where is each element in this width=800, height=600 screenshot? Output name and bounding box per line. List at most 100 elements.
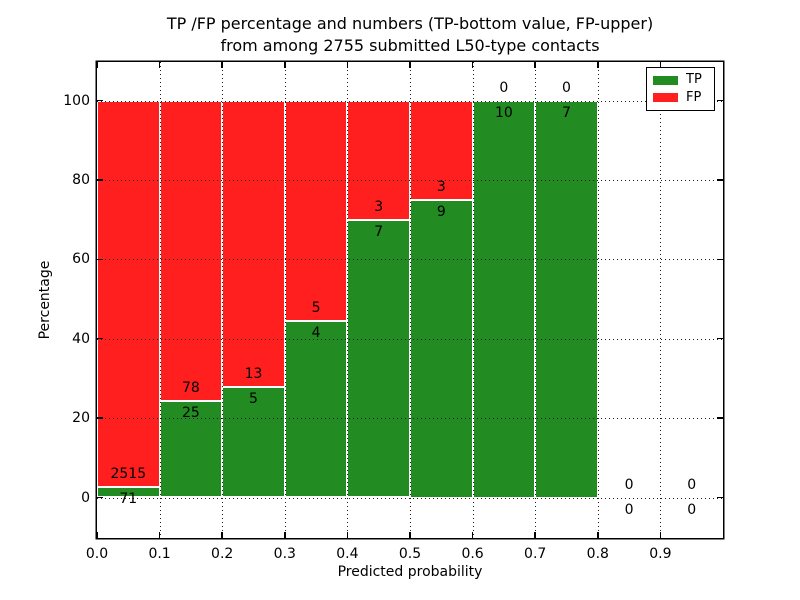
gridline-vertical-0.5 <box>410 62 411 538</box>
bar-segment-tp-7 <box>535 100 598 498</box>
bar-segment-tp-4 <box>347 219 410 498</box>
y-tick-right <box>717 496 723 499</box>
y-tick-label-100: 100 <box>63 92 90 109</box>
legend-entry-tp: TP <box>653 73 708 87</box>
gridline-vertical-0.1 <box>159 62 161 538</box>
x-tick-label-0.2: 0.2 <box>211 546 234 562</box>
x-tick-label-0.0: 0.0 <box>85 546 109 562</box>
y-tick-left <box>97 496 103 499</box>
x-tick-top <box>284 62 286 68</box>
y-tick-label-60: 60 <box>72 251 90 268</box>
x-tick-bottom <box>471 532 474 538</box>
x-tick-bottom <box>597 532 599 538</box>
x-tick-label-0.4: 0.4 <box>336 546 359 562</box>
tp-count-label-8: 0 <box>624 501 634 518</box>
fp-count-label-6: 0 <box>499 79 509 96</box>
gridline-vertical-0.8 <box>597 62 599 538</box>
fp-count-label-8: 0 <box>624 476 634 493</box>
bar-segment-tp-5 <box>410 199 473 498</box>
legend-label-fp: FP <box>686 89 702 105</box>
legend-entry-fp: FP <box>653 89 708 105</box>
y-tick-right <box>717 258 723 261</box>
bar-segment-fp-0 <box>97 100 160 487</box>
y-tick-left <box>97 179 103 181</box>
x-tick-bottom <box>534 532 536 538</box>
x-tick-top <box>96 62 98 68</box>
bar-segment-fp-3 <box>284 100 348 322</box>
bar-segment-fp-5 <box>410 100 473 200</box>
chart-title-line1: TP /FP percentage and numbers (TP-bottom… <box>166 14 654 33</box>
x-tick-top <box>597 62 599 68</box>
x-tick-bottom <box>221 532 223 538</box>
y-tick-left <box>97 258 103 261</box>
fp-count-label-4: 3 <box>374 198 384 215</box>
x-tick-bottom <box>346 532 349 538</box>
x-tick-top <box>346 62 349 68</box>
x-tick-label-0.8: 0.8 <box>586 546 609 562</box>
x-tick-label-0.5: 0.5 <box>398 546 422 562</box>
x-tick-bottom <box>659 532 662 538</box>
bar-segment-tp-6 <box>472 100 536 498</box>
y-tick-right <box>717 179 723 181</box>
y-tick-left <box>97 99 103 102</box>
tp-count-label-0: 71 <box>119 490 138 507</box>
gridline-vertical-0.9 <box>660 62 662 538</box>
x-tick-bottom <box>96 532 98 538</box>
y-tick-left <box>97 417 103 419</box>
x-tick-top <box>409 62 411 68</box>
x-tick-label-0.7: 0.7 <box>524 546 547 562</box>
tp-count-label-4: 7 <box>374 223 384 240</box>
y-tick-label-0: 0 <box>81 489 90 506</box>
tp-count-label-3: 4 <box>311 325 321 342</box>
chart-title-line2: from among 2755 submitted L50-type conta… <box>220 36 600 55</box>
chart-title: TP /FP percentage and numbers (TP-bottom… <box>97 13 723 57</box>
bar-segment-tp-3 <box>284 321 348 498</box>
x-tick-top <box>471 62 474 68</box>
tp-count-label-1: 25 <box>181 405 200 422</box>
tp-swatch-icon <box>653 75 678 85</box>
legend: TP FP <box>646 67 715 111</box>
y-tick-right <box>717 337 723 340</box>
bar-segment-tp-0 <box>97 486 160 498</box>
fp-count-label-3: 5 <box>311 300 321 317</box>
plot-area: 2515 71 78 25 13 5 5 4 3 7 3 9 0 10 0 7 0 0 0 0 <box>96 62 723 538</box>
y-tick-right <box>717 417 723 419</box>
y-tick-left <box>97 337 103 340</box>
x-tick-bottom <box>158 532 161 538</box>
bar-segment-fp-1 <box>159 100 223 402</box>
fp-count-label-2: 13 <box>244 366 263 383</box>
x-tick-top <box>158 62 161 68</box>
x-tick-label-0.3: 0.3 <box>273 546 296 562</box>
x-tick-top <box>659 62 662 68</box>
fp-count-label-1: 78 <box>181 380 200 397</box>
y-tick-label-20: 20 <box>72 410 90 427</box>
tp-count-label-9: 0 <box>687 501 697 518</box>
x-tick-label-0.9: 0.9 <box>649 546 672 562</box>
bar-segment-fp-2 <box>222 100 285 388</box>
y-tick-right <box>717 99 723 102</box>
legend-label-tp: TP <box>686 72 702 88</box>
y-tick-label-40: 40 <box>72 330 90 347</box>
y-tick-label-80: 80 <box>72 171 90 188</box>
tp-count-label-5: 9 <box>436 203 446 220</box>
x-tick-bottom <box>409 532 411 538</box>
tp-count-label-2: 5 <box>249 391 258 408</box>
x-tick-top <box>221 62 223 68</box>
fp-count-label-5: 3 <box>436 178 446 195</box>
tp-count-label-7: 7 <box>562 104 571 121</box>
tp-count-label-6: 10 <box>494 104 513 121</box>
x-axis-label: Predicted probability <box>337 564 483 580</box>
gridline-vertical-0.3 <box>284 62 286 538</box>
x-tick-label-0.1: 0.1 <box>148 546 171 562</box>
gridline-vertical-0.7 <box>535 62 537 538</box>
fp-count-label-7: 0 <box>562 79 571 96</box>
fp-count-label-0: 2515 <box>110 465 147 482</box>
x-tick-bottom <box>284 532 286 538</box>
gridline-vertical-0.6 <box>472 62 474 538</box>
fp-count-label-9: 0 <box>687 476 697 493</box>
gridline-vertical-0.4 <box>347 62 349 538</box>
x-tick-label-0.6: 0.6 <box>461 546 484 562</box>
x-tick-top <box>534 62 536 68</box>
fp-swatch-icon <box>653 93 678 103</box>
